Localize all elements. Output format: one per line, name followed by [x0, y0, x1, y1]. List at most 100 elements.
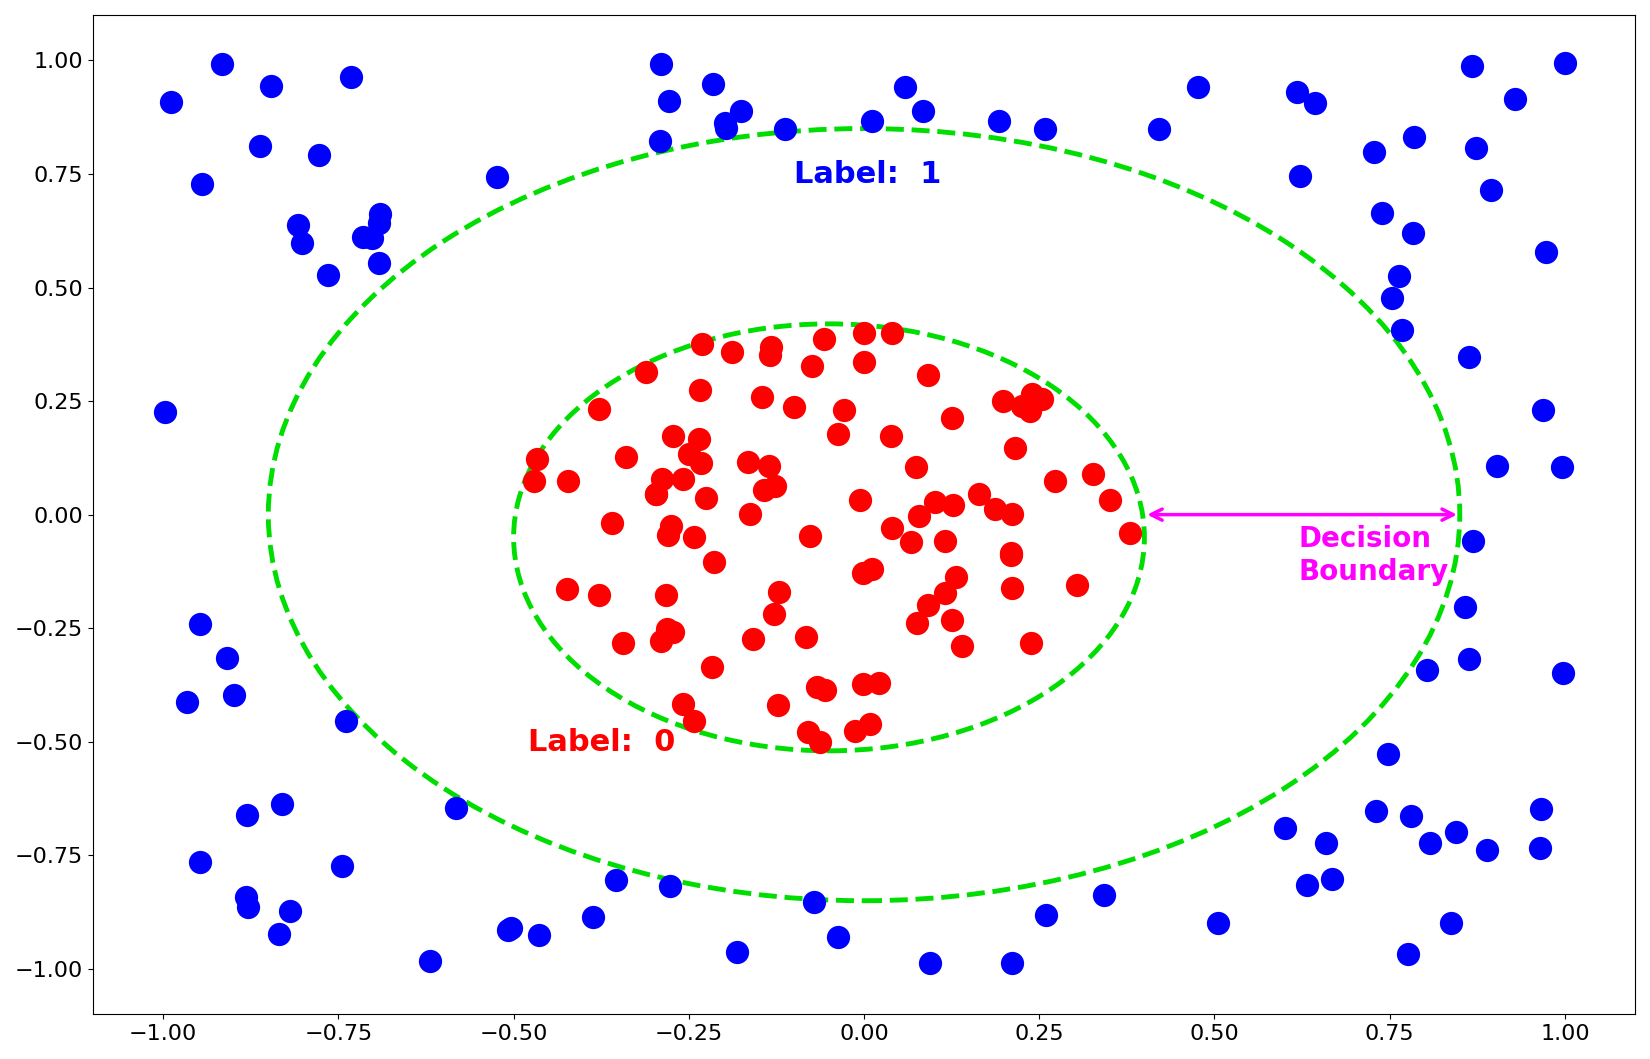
Point — [604, 872, 630, 889]
Point — [655, 527, 681, 544]
Point — [1033, 907, 1059, 923]
Point — [1459, 533, 1485, 550]
Point — [856, 716, 883, 733]
Point — [728, 103, 754, 120]
Point — [734, 453, 761, 470]
Point — [554, 473, 581, 490]
Point — [1081, 465, 1107, 482]
Point — [670, 696, 696, 713]
Point — [799, 357, 825, 374]
Point — [761, 606, 787, 623]
Point — [850, 564, 876, 581]
Point — [416, 952, 442, 969]
Point — [858, 560, 884, 577]
Point — [681, 713, 708, 730]
Point — [152, 403, 178, 420]
Point — [700, 76, 726, 93]
Point — [797, 527, 823, 544]
Point — [1287, 167, 1313, 184]
Point — [350, 229, 376, 246]
Point — [1091, 886, 1117, 903]
Point — [751, 482, 777, 499]
Point — [315, 267, 342, 284]
Point — [906, 507, 932, 524]
Point — [1002, 439, 1028, 456]
Point — [686, 381, 713, 398]
Point — [917, 954, 944, 971]
Point — [1530, 401, 1556, 418]
Point — [942, 569, 969, 586]
Point — [521, 473, 548, 490]
Point — [718, 344, 744, 361]
Point — [497, 919, 523, 936]
Point — [1401, 225, 1427, 241]
Point — [987, 112, 1013, 129]
Point — [1386, 268, 1412, 285]
Point — [1097, 491, 1124, 508]
Point — [800, 893, 827, 910]
Point — [1204, 915, 1231, 932]
Point — [277, 902, 304, 919]
Point — [655, 621, 681, 638]
Point — [338, 68, 365, 85]
Point — [1185, 78, 1211, 95]
Point — [670, 470, 696, 487]
Point — [1549, 665, 1576, 682]
Point — [842, 722, 868, 739]
Point — [1526, 840, 1553, 857]
Point — [366, 205, 393, 222]
Point — [1018, 634, 1044, 651]
Point — [1041, 473, 1068, 490]
Point — [825, 426, 851, 443]
Text: Label:  1: Label: 1 — [794, 160, 942, 190]
Point — [1483, 457, 1510, 474]
Point — [866, 675, 893, 692]
Point — [648, 56, 675, 73]
Point — [233, 889, 259, 905]
Point — [932, 533, 959, 550]
Point — [285, 216, 312, 233]
Point — [158, 94, 185, 111]
Point — [675, 446, 701, 463]
Point — [609, 634, 635, 651]
Point — [213, 649, 239, 666]
Point — [932, 585, 959, 602]
Point — [1374, 746, 1401, 762]
Point — [756, 457, 782, 474]
Point — [358, 230, 384, 247]
Point — [1020, 385, 1046, 402]
Point — [1064, 577, 1091, 594]
Point — [812, 330, 838, 347]
Point — [269, 795, 295, 812]
Point — [1473, 841, 1500, 858]
Point — [693, 489, 719, 506]
Point — [190, 176, 216, 193]
Point — [1394, 946, 1421, 963]
Point — [904, 614, 931, 631]
Point — [701, 554, 728, 571]
Point — [332, 713, 358, 730]
Point — [442, 800, 469, 816]
Point — [998, 954, 1025, 971]
Point — [1417, 834, 1444, 851]
Point — [632, 363, 658, 380]
Point — [686, 430, 713, 447]
Point — [1528, 801, 1554, 818]
Point — [1294, 877, 1320, 894]
Point — [738, 506, 764, 523]
Point — [1401, 129, 1427, 146]
Point — [328, 858, 355, 875]
Point — [850, 354, 876, 371]
Point — [766, 584, 792, 600]
Point — [1000, 505, 1026, 522]
Point — [483, 168, 510, 185]
Point — [762, 478, 789, 495]
Point — [1533, 244, 1559, 261]
Point — [1455, 650, 1482, 667]
Point — [780, 398, 807, 415]
Point — [1033, 120, 1059, 137]
Point — [766, 696, 792, 713]
Point — [1452, 598, 1478, 615]
Point — [257, 77, 284, 94]
Point — [1478, 182, 1505, 199]
